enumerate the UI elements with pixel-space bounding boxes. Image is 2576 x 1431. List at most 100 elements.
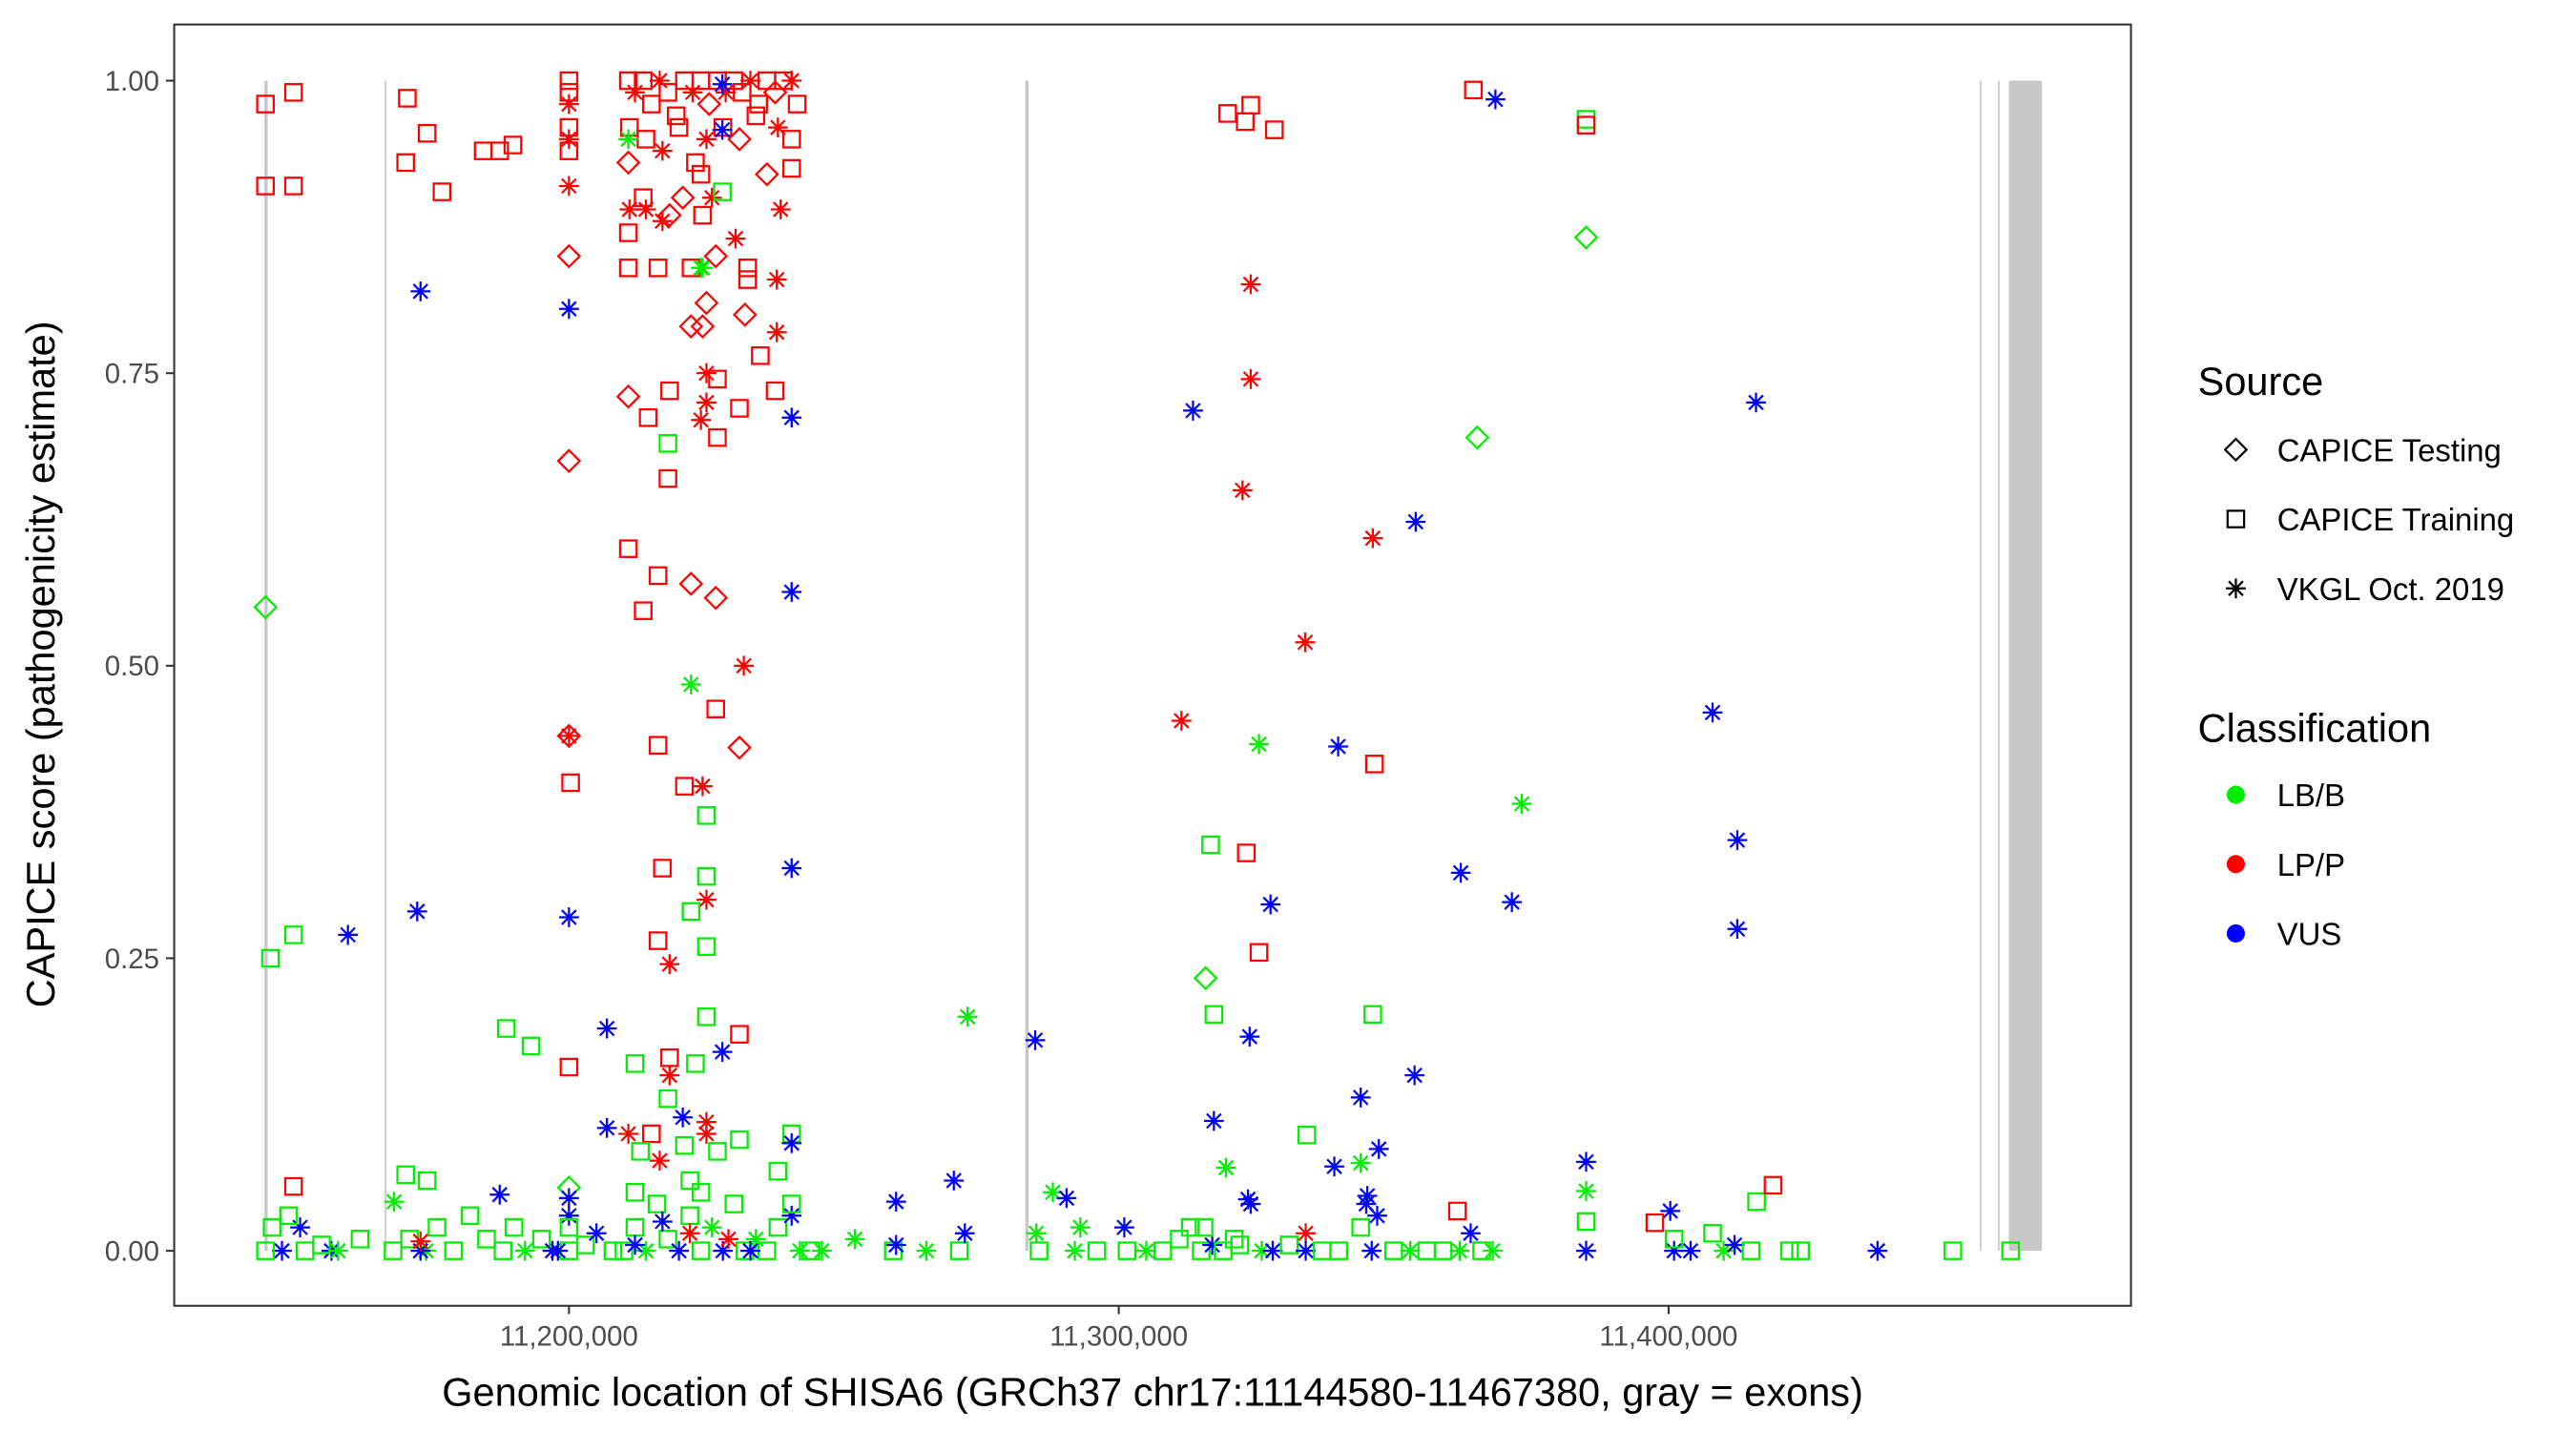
- data-point-diamond-P: [727, 735, 752, 760]
- x-tick-label: 11,300,000: [1049, 1320, 1188, 1352]
- exon-band: [1980, 80, 1982, 1252]
- data-point-asterisk-P: [558, 726, 579, 746]
- data-point-asterisk-P: [696, 392, 717, 413]
- data-point-asterisk-V: [290, 1217, 310, 1237]
- data-point-asterisk-V: [669, 1240, 690, 1261]
- data-point-asterisk-V: [558, 299, 579, 320]
- data-point-asterisk-P: [682, 82, 703, 103]
- data-point-asterisk-V: [781, 407, 802, 428]
- legend-key-dot: [2226, 855, 2245, 874]
- data-point-square-P: [781, 130, 801, 149]
- exon-band: [2008, 80, 2043, 1252]
- data-point-square-P: [1217, 104, 1237, 123]
- data-point-diamond-P: [703, 243, 729, 269]
- data-point-asterisk-P: [650, 1151, 670, 1172]
- data-point-asterisk-P: [659, 954, 680, 974]
- data-point-asterisk-P: [734, 655, 755, 676]
- data-point-square-P: [733, 83, 752, 102]
- data-point-square-B: [350, 1230, 370, 1249]
- data-point-asterisk-B: [1070, 1217, 1091, 1237]
- data-point-square-B: [708, 1142, 727, 1161]
- data-point-square-B: [680, 1171, 699, 1191]
- data-point-asterisk-V: [596, 1018, 617, 1039]
- data-point-asterisk-V: [781, 582, 802, 602]
- data-point-square-B: [691, 1182, 711, 1202]
- data-point-asterisk-P: [770, 199, 791, 219]
- data-point-square-B: [696, 866, 717, 886]
- data-point-asterisk-P: [696, 129, 717, 150]
- data-point-square-B: [1180, 1217, 1200, 1237]
- data-point-square-B: [496, 1019, 516, 1038]
- data-point-square-B: [504, 1217, 524, 1237]
- data-point-asterisk-P: [1232, 480, 1253, 501]
- data-point-asterisk-V: [586, 1223, 607, 1244]
- data-point-asterisk-V: [406, 902, 427, 922]
- data-point-diamond-B: [253, 594, 279, 620]
- data-point-asterisk-V: [548, 1240, 569, 1261]
- exon-band: [264, 80, 268, 1252]
- data-point-asterisk-B: [1400, 1240, 1421, 1261]
- data-point-asterisk-V: [489, 1184, 510, 1205]
- data-point-asterisk-B: [680, 674, 701, 695]
- data-point-square-P: [708, 427, 727, 447]
- data-point-square-B: [1087, 1241, 1107, 1260]
- exon-band: [1998, 80, 2000, 1252]
- data-point-square-P: [283, 176, 303, 196]
- data-point-diamond-P: [754, 161, 779, 187]
- data-point-square-P: [398, 89, 417, 108]
- data-point-asterisk-P: [635, 199, 656, 219]
- data-point-asterisk-V: [558, 1188, 579, 1209]
- data-point-square-P: [638, 408, 658, 427]
- data-point-diamond-P: [556, 723, 582, 749]
- data-point-square-P: [1364, 755, 1384, 774]
- data-point-square-P: [658, 468, 677, 488]
- data-point-square-P: [396, 153, 415, 173]
- data-point-asterisk-P: [716, 82, 736, 103]
- data-point-square-P: [737, 259, 758, 278]
- data-point-asterisk-V: [712, 73, 733, 94]
- data-point-square-P: [432, 182, 452, 201]
- legend-key-dot: [2226, 923, 2245, 943]
- data-point-asterisk-P: [696, 363, 717, 384]
- data-point-square-B: [1224, 1230, 1244, 1249]
- data-point-square-B: [949, 1241, 969, 1260]
- data-point-asterisk-P: [652, 211, 673, 232]
- data-point-square-P: [619, 117, 639, 137]
- y-tick-label: 1.00: [105, 66, 159, 97]
- data-point-asterisk-V: [1576, 1151, 1596, 1172]
- data-point-square-B: [521, 1036, 541, 1056]
- data-point-asterisk-B: [1511, 794, 1532, 814]
- legend-source-label: CAPICE Training: [2277, 502, 2515, 537]
- data-point-square-P: [648, 259, 668, 278]
- data-point-asterisk-P: [652, 140, 673, 161]
- exon-bands: [264, 80, 2043, 1252]
- data-point-asterisk-V: [596, 1117, 617, 1138]
- data-point-asterisk-V: [1404, 1065, 1425, 1086]
- data-point-square-P: [618, 71, 638, 91]
- data-point-asterisk-P: [558, 129, 579, 150]
- data-point-asterisk-V: [1202, 1234, 1222, 1255]
- x-tick-label: 11,400,000: [1599, 1320, 1737, 1352]
- data-point-asterisk-P: [1362, 528, 1383, 549]
- data-point-square-B: [427, 1217, 447, 1237]
- data-point-asterisk-V: [652, 1212, 673, 1232]
- data-point-asterisk-P: [619, 199, 640, 219]
- data-point-diamond-P: [670, 185, 696, 211]
- data-point-asterisk-V: [1680, 1240, 1701, 1261]
- data-point-square-B: [696, 806, 717, 825]
- data-point-square-P: [781, 158, 801, 178]
- data-point-square-B: [768, 1217, 788, 1237]
- data-point-square-P: [256, 176, 276, 196]
- data-point-square-P: [561, 773, 580, 793]
- data-point-square-B: [279, 1206, 299, 1226]
- data-point-asterisk-V: [1450, 862, 1471, 883]
- data-point-asterisk-V: [1324, 1156, 1344, 1177]
- data-point-asterisk-V: [1664, 1240, 1685, 1261]
- data-point-asterisk-V: [954, 1223, 975, 1244]
- data-point-asterisk-V: [944, 1171, 965, 1191]
- data-point-square-B: [1201, 835, 1220, 855]
- legend-key-square: [2226, 509, 2246, 529]
- data-point-asterisk-B: [384, 1192, 405, 1212]
- data-point-asterisk-V: [713, 1240, 734, 1261]
- data-point-square-P: [1645, 1213, 1665, 1233]
